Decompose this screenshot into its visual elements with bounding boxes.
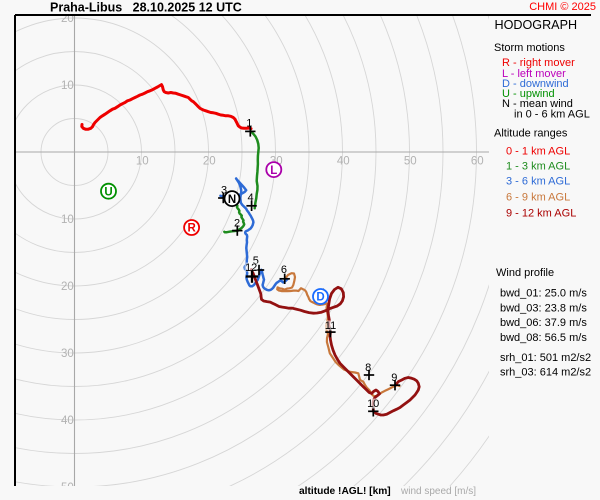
svg-text:R: R xyxy=(187,223,196,235)
svg-text:6: 6 xyxy=(281,264,287,276)
svg-text:N - mean wind: N - mean wind xyxy=(502,98,573,110)
svg-text:D: D xyxy=(316,292,324,304)
svg-text:40: 40 xyxy=(61,415,74,427)
svg-text:bwd_06: 37.9 m/s: bwd_06: 37.9 m/s xyxy=(500,317,587,329)
svg-text:9 - 12 km AGL: 9 - 12 km AGL xyxy=(506,208,576,220)
svg-text:8: 8 xyxy=(365,362,371,374)
svg-text:20: 20 xyxy=(203,156,216,168)
svg-text:HODOGRAPH: HODOGRAPH xyxy=(495,18,578,32)
svg-text:9: 9 xyxy=(391,372,397,384)
svg-text:R - right mover: R - right mover xyxy=(502,57,575,69)
svg-text:U: U xyxy=(104,186,112,198)
svg-text:60: 60 xyxy=(471,156,484,168)
svg-text:bwd_01: 25.0 m/s: bwd_01: 25.0 m/s xyxy=(500,288,587,300)
svg-text:20: 20 xyxy=(61,281,74,293)
svg-text:Praha-Libus 28.10.2025 12 UT: Praha-Libus 28.10.2025 12 UTC xyxy=(50,1,242,15)
svg-text:4: 4 xyxy=(248,192,254,204)
svg-text:1: 1 xyxy=(246,118,252,130)
svg-text:3: 3 xyxy=(221,185,227,197)
svg-text:2: 2 xyxy=(234,218,240,230)
svg-text:altitude !AGL! [km]: altitude !AGL! [km] xyxy=(299,486,391,497)
svg-text:50: 50 xyxy=(61,482,74,494)
svg-text:Altitude ranges: Altitude ranges xyxy=(494,128,568,140)
svg-text:CHMI © 2025: CHMI © 2025 xyxy=(529,1,596,13)
svg-text:L: L xyxy=(270,165,277,177)
svg-text:srh_01: 501 m2/s2: srh_01: 501 m2/s2 xyxy=(500,352,591,364)
svg-text:Storm motions: Storm motions xyxy=(494,42,565,54)
svg-text:6 - 9 km AGL: 6 - 9 km AGL xyxy=(506,192,570,204)
svg-text:Wind profile: Wind profile xyxy=(496,267,554,279)
svg-text:in 0 - 6 km AGL: in 0 - 6 km AGL xyxy=(514,109,590,121)
svg-text:bwd_08: 56.5 m/s: bwd_08: 56.5 m/s xyxy=(500,332,587,344)
svg-text:U - upwind: U - upwind xyxy=(502,88,555,100)
svg-text:10: 10 xyxy=(61,80,74,92)
svg-text:5: 5 xyxy=(253,255,259,267)
svg-text:10: 10 xyxy=(136,156,149,168)
svg-text:20: 20 xyxy=(61,13,74,25)
svg-text:3 - 6 km AGL: 3 - 6 km AGL xyxy=(506,176,570,188)
svg-text:0 - 1 km AGL: 0 - 1 km AGL xyxy=(506,146,570,158)
svg-text:D - downwind: D - downwind xyxy=(502,78,569,90)
svg-text:10: 10 xyxy=(61,214,74,226)
svg-text:1 - 3 km AGL: 1 - 3 km AGL xyxy=(506,161,570,173)
svg-text:30: 30 xyxy=(61,348,74,360)
svg-text:11: 11 xyxy=(325,320,336,332)
svg-text:bwd_03: 23.8 m/s: bwd_03: 23.8 m/s xyxy=(500,302,587,314)
svg-text:N: N xyxy=(228,194,236,206)
svg-text:10: 10 xyxy=(367,398,379,410)
svg-text:L - left mover: L - left mover xyxy=(502,68,566,80)
svg-text:50: 50 xyxy=(404,156,417,168)
svg-text:12: 12 xyxy=(245,262,257,274)
svg-text:40: 40 xyxy=(337,156,350,168)
svg-text:wind speed [m/s]: wind speed [m/s] xyxy=(400,486,476,497)
svg-text:srh_03: 614 m2/s2: srh_03: 614 m2/s2 xyxy=(500,367,591,379)
